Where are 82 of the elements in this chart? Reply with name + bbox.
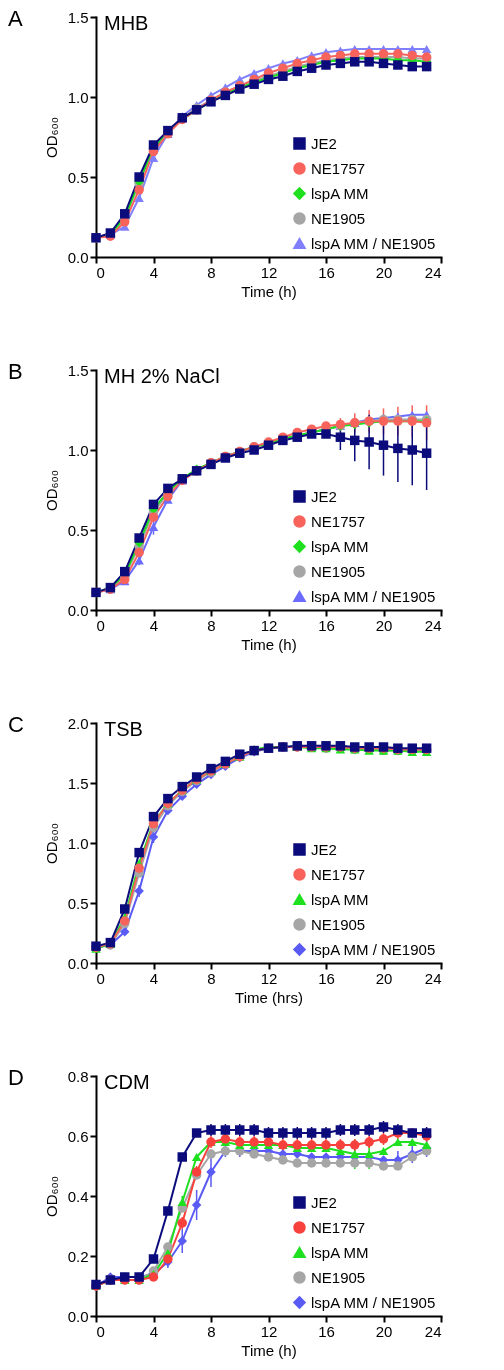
x-tick-label: 4 bbox=[149, 1322, 159, 1340]
x-tick-label: 0 bbox=[96, 263, 105, 281]
x-tick-label: 20 bbox=[375, 969, 393, 987]
x-tick-label: 12 bbox=[260, 969, 278, 987]
y-axis-title: OD₆₀₀ bbox=[42, 116, 60, 159]
y-tick-label: 0.6 bbox=[67, 1127, 89, 1145]
text: A bbox=[8, 6, 23, 31]
y-tick-label: 0.0 bbox=[67, 601, 89, 619]
y-tick-label: 0.5 bbox=[67, 521, 89, 539]
legend-label: lspA MM / NE1905 bbox=[311, 234, 436, 252]
x-tick-label: 24 bbox=[424, 1322, 442, 1340]
y-tick-label: 2.0 bbox=[67, 714, 89, 732]
y-tick-label: 1.0 bbox=[67, 88, 89, 106]
legend-label: JE2 bbox=[311, 487, 337, 505]
legend-label: lspA MM / NE1905 bbox=[311, 587, 436, 605]
x-tick-label: 0 bbox=[96, 1322, 105, 1340]
x-tick-label: 0 bbox=[96, 969, 105, 987]
legend-label: NE1757 bbox=[311, 159, 366, 177]
y-axis-title: OD₆₀₀ bbox=[42, 822, 60, 865]
legend-label: NE1757 bbox=[311, 512, 366, 530]
x-tick-label: 8 bbox=[207, 616, 216, 634]
legend-label: NE1757 bbox=[311, 865, 366, 883]
y-tick-label: 0.2 bbox=[67, 1247, 89, 1265]
legend-label: NE1905 bbox=[311, 915, 366, 933]
x-tick-label: 8 bbox=[207, 263, 216, 281]
text: D bbox=[8, 1065, 24, 1090]
legend-label: JE2 bbox=[311, 134, 337, 152]
legend-label: NE1757 bbox=[311, 1218, 366, 1236]
y-tick-label: 0.0 bbox=[67, 954, 89, 972]
x-axis-title: Time (hrs) bbox=[235, 988, 303, 1006]
legend-label: NE1905 bbox=[311, 209, 366, 227]
legend-label: JE2 bbox=[311, 840, 337, 858]
x-tick-label: 24 bbox=[424, 616, 442, 634]
x-tick-label: 20 bbox=[375, 1322, 393, 1340]
y-tick-label: 0.0 bbox=[67, 1307, 89, 1325]
x-tick-label: 20 bbox=[375, 616, 393, 634]
y-tick-label: 0.8 bbox=[67, 1067, 89, 1085]
chart-title: MHB bbox=[104, 12, 149, 34]
legend-label: NE1905 bbox=[311, 562, 366, 580]
x-tick-label: 16 bbox=[318, 969, 335, 987]
y-tick-label: 1.5 bbox=[67, 8, 89, 26]
y-tick-label: 1.0 bbox=[67, 441, 89, 459]
legend-label: JE2 bbox=[311, 1193, 337, 1211]
legend-label: lspA MM / NE1905 bbox=[311, 1293, 436, 1311]
chart-title: MH 2% NaCl bbox=[104, 365, 220, 387]
x-tick-label: 0 bbox=[96, 616, 105, 634]
x-tick-label: 20 bbox=[375, 263, 393, 281]
x-tick-label: 4 bbox=[149, 616, 159, 634]
x-axis-title: Time (h) bbox=[241, 282, 297, 300]
y-tick-label: 0.0 bbox=[67, 248, 89, 266]
x-tick-label: 8 bbox=[207, 969, 216, 987]
chart-title: CDM bbox=[104, 1071, 150, 1093]
chart-title: TSB bbox=[104, 718, 143, 740]
text: C bbox=[8, 712, 24, 737]
x-tick-label: 4 bbox=[149, 969, 159, 987]
legend-label: lspA MM bbox=[311, 890, 369, 908]
text: B bbox=[8, 359, 23, 384]
y-tick-label: 0.5 bbox=[67, 168, 89, 186]
legend-label: lspA MM bbox=[311, 184, 369, 202]
legend-label: lspA MM bbox=[311, 1243, 369, 1261]
y-axis-title: OD₆₀₀ bbox=[42, 1175, 60, 1218]
x-tick-label: 24 bbox=[424, 969, 442, 987]
x-tick-label: 12 bbox=[260, 616, 278, 634]
y-tick-label: 1.5 bbox=[67, 774, 89, 792]
x-tick-label: 12 bbox=[260, 263, 278, 281]
x-tick-label: 8 bbox=[207, 1322, 216, 1340]
y-axis-title: OD₆₀₀ bbox=[42, 469, 60, 512]
x-axis-title: Time (h) bbox=[241, 1341, 297, 1359]
x-tick-label: 24 bbox=[424, 263, 442, 281]
legend-label: NE1905 bbox=[311, 1268, 366, 1286]
y-tick-label: 1.5 bbox=[67, 361, 89, 379]
x-axis-title: Time (h) bbox=[241, 635, 297, 653]
y-tick-label: 1.0 bbox=[67, 834, 89, 852]
x-tick-label: 16 bbox=[318, 1322, 335, 1340]
x-tick-label: 16 bbox=[318, 616, 335, 634]
legend-label: lspA MM bbox=[311, 537, 369, 555]
y-tick-label: 0.5 bbox=[67, 894, 89, 912]
y-tick-label: 0.4 bbox=[67, 1187, 89, 1205]
x-tick-label: 4 bbox=[149, 263, 159, 281]
x-tick-label: 16 bbox=[318, 263, 335, 281]
legend-label: lspA MM / NE1905 bbox=[311, 940, 436, 958]
x-tick-label: 12 bbox=[260, 1322, 278, 1340]
